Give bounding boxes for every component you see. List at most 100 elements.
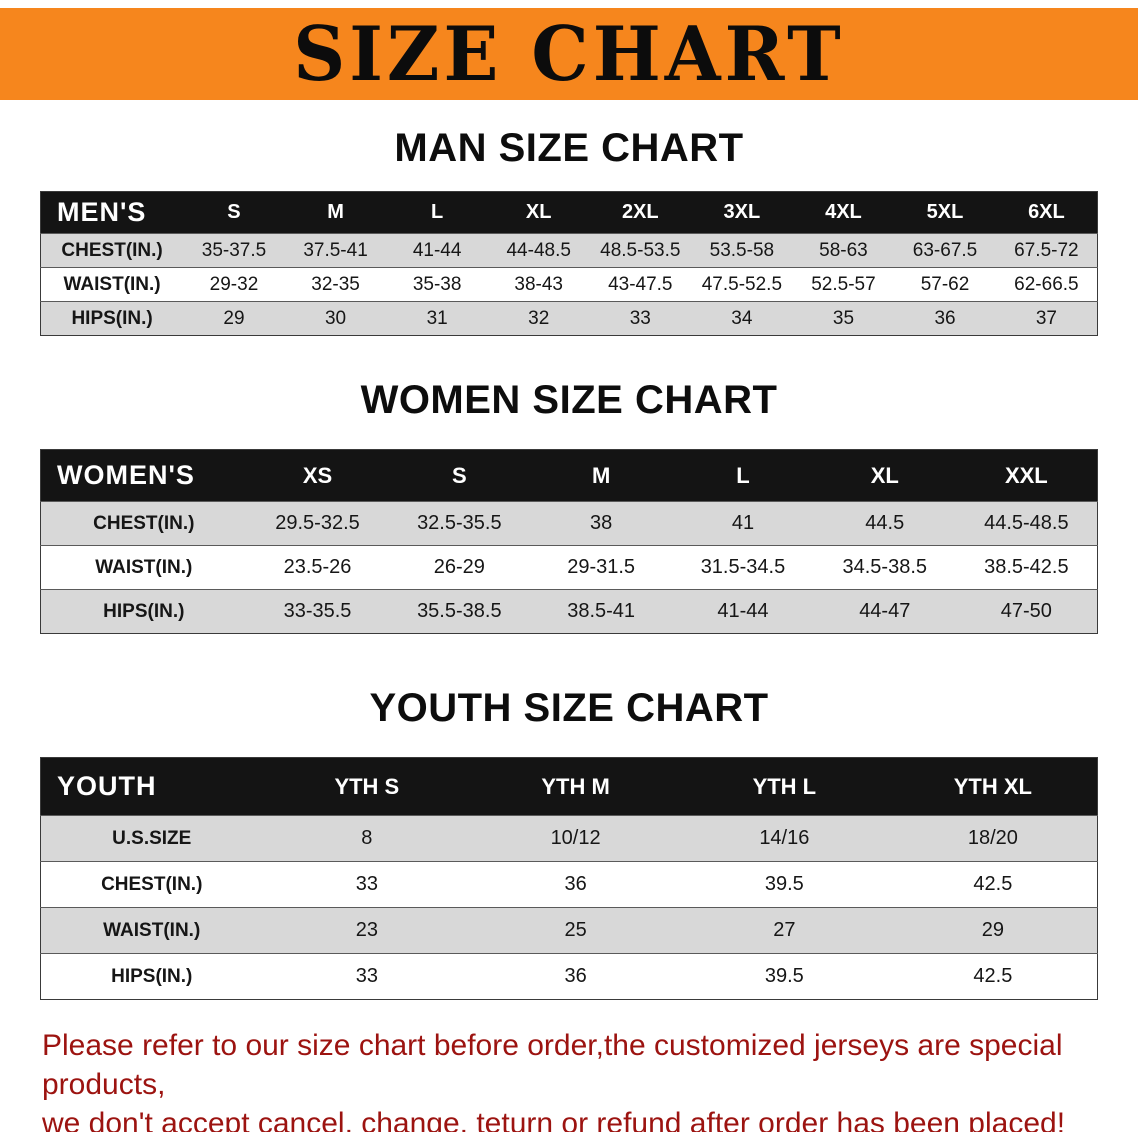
size-value: 41-44 [386,233,488,268]
column-header: XL [813,449,956,502]
size-value: 57-62 [894,267,996,302]
column-header: 5XL [894,191,996,234]
size-value: 43-47.5 [589,267,692,302]
youth-size-table: YOUTH YTH S YTH M YTH L YTH XL U.S.SIZE 8 10/12… [40,757,1098,1000]
size-value: 23.5-26 [246,545,389,590]
size-value: 33-35.5 [246,589,389,634]
row-label: HIPS(IN.) [40,953,263,1000]
table-row: WAIST(IN.) 23 25 27 29 [40,907,1098,954]
table-row: HIPS(IN.) 33 36 39.5 42.5 [40,953,1098,1000]
size-value: 67.5-72 [995,233,1098,268]
row-label: WAIST(IN.) [40,267,184,302]
size-value: 32-35 [284,267,387,302]
size-value: 26-29 [388,545,531,590]
column-header: YTH L [679,757,889,816]
size-value: 58-63 [792,233,895,268]
size-value: 34 [691,301,793,336]
size-value: 18/20 [888,815,1098,862]
column-header: 2XL [589,191,692,234]
column-header: S [388,449,531,502]
column-header: XL [487,191,590,234]
size-value: 53.5-58 [691,233,793,268]
size-value: 29 [888,907,1098,954]
size-value: 31 [386,301,488,336]
table-row: CHEST(IN.) 35-37.5 37.5-41 41-44 44-48.5 48.5… [40,233,1098,268]
size-value: 52.5-57 [792,267,895,302]
column-header: 6XL [995,191,1098,234]
column-header: M [284,191,387,234]
size-value: 62-66.5 [995,267,1098,302]
size-value: 38-43 [487,267,590,302]
table-row: CHEST(IN.) 33 36 39.5 42.5 [40,861,1098,908]
size-value: 41-44 [672,589,814,634]
youth-table-label: YOUTH [40,757,263,816]
size-value: 14/16 [679,815,889,862]
size-value: 25 [471,907,680,954]
row-label: CHEST(IN.) [40,501,247,546]
size-value: 32.5-35.5 [388,501,531,546]
row-label: WAIST(IN.) [40,907,263,954]
column-header: YTH M [471,757,680,816]
size-value: 29-31.5 [530,545,673,590]
row-label: CHEST(IN.) [40,861,263,908]
table-row: HIPS(IN.) 29 30 31 32 33 34 35 36 37 [40,301,1098,336]
women-size-section: WOMEN SIZE CHART WOMEN'S XS S M L XL XXL CHEST(I… [0,378,1138,634]
column-header: YTH XL [888,757,1098,816]
size-value: 29.5-32.5 [246,501,389,546]
youth-section-title: YOUTH SIZE CHART [369,686,769,730]
size-value: 8 [262,815,472,862]
size-value: 30 [284,301,387,336]
women-size-table: WOMEN'S XS S M L XL XXL CHEST(IN.) 29.5-32.5 32.5… [40,449,1098,634]
row-label: U.S.SIZE [40,815,263,862]
column-header: L [386,191,488,234]
size-value: 42.5 [888,861,1098,908]
page-title: SIZE CHART [293,9,845,98]
size-value: 39.5 [679,953,889,1000]
youth-size-section: YOUTH SIZE CHART YOUTH YTH S YTH M YTH L YTH … [0,686,1138,1000]
size-value: 36 [471,953,680,1000]
men-table-label: MEN'S [40,191,184,234]
size-value: 39.5 [679,861,889,908]
size-value: 63-67.5 [894,233,996,268]
size-value: 33 [262,861,472,908]
column-header: YTH S [262,757,472,816]
notice-line-1: Please refer to our size chart before or… [42,1029,1063,1101]
row-label: HIPS(IN.) [40,589,247,634]
size-value: 29 [183,301,285,336]
size-value: 29-32 [183,267,285,302]
header-row: WOMEN'S XS S M L XL XXL [40,449,1098,502]
size-value: 10/12 [471,815,680,862]
column-header: 4XL [792,191,895,234]
column-header: XXL [955,449,1098,502]
table-row: WAIST(IN.) 29-32 32-35 35-38 38-43 43-47.5 47.… [40,267,1098,302]
size-value: 35 [792,301,895,336]
size-value: 33 [589,301,692,336]
men-size-table: MEN'S S M L XL 2XL 3XL 4XL 5XL 6XL CHEST(IN.) 35-37… [40,191,1098,336]
row-label: WAIST(IN.) [40,545,247,590]
size-value: 33 [262,953,472,1000]
size-value: 31.5-34.5 [672,545,814,590]
column-header: XS [246,449,389,502]
size-value: 34.5-38.5 [813,545,956,590]
size-value: 38.5-41 [530,589,673,634]
table-row: U.S.SIZE 8 10/12 14/16 18/20 [40,815,1098,862]
size-value: 41 [672,501,814,546]
header-row: YOUTH YTH S YTH M YTH L YTH XL [40,757,1098,816]
column-header: M [530,449,673,502]
size-value: 35-37.5 [183,233,285,268]
size-value: 35.5-38.5 [388,589,531,634]
size-value: 47-50 [955,589,1098,634]
women-table-label: WOMEN'S [40,449,247,502]
size-value: 44-48.5 [487,233,590,268]
men-size-section: MAN SIZE CHART MEN'S S M L XL 2XL 3XL 4XL 5XL 6XL C… [0,126,1138,336]
size-value: 38.5-42.5 [955,545,1098,590]
column-header: L [672,449,814,502]
header-row: MEN'S S M L XL 2XL 3XL 4XL 5XL 6XL [40,191,1098,234]
size-value: 36 [894,301,996,336]
row-label: CHEST(IN.) [40,233,184,268]
table-row: CHEST(IN.) 29.5-32.5 32.5-35.5 38 41 44.5 44.5… [40,501,1098,546]
banner: SIZE CHART [0,8,1138,100]
table-row: WAIST(IN.) 23.5-26 26-29 29-31.5 31.5-34.5 34… [40,545,1098,590]
size-value: 44-47 [813,589,956,634]
